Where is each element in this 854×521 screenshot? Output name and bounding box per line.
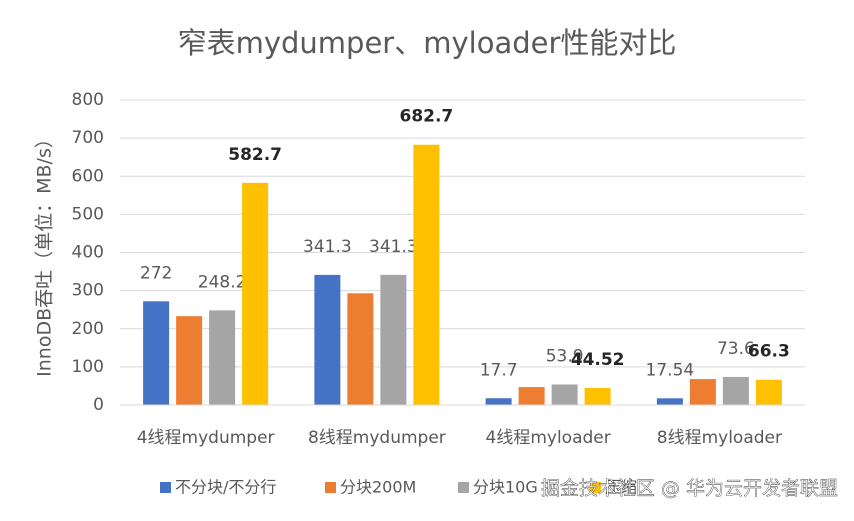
x-tick-label: 4线程mydumper (137, 428, 275, 448)
y-tick-label: 800 (72, 90, 104, 110)
bar (551, 384, 578, 405)
data-label: 272 (140, 263, 172, 283)
y-tick-label: 600 (72, 166, 104, 186)
bar (722, 376, 749, 405)
legend-swatch (590, 482, 601, 493)
data-label: 682.7 (399, 107, 453, 127)
chart-title: 窄表mydumper、myloader性能对比 (178, 26, 677, 60)
legend-swatch (325, 482, 336, 493)
bar (347, 293, 374, 405)
data-label: 341.3 (303, 237, 352, 257)
x-tick-label: 4线程myloader (486, 428, 611, 448)
bar (143, 301, 170, 405)
legend-swatch (458, 482, 469, 493)
legend-label: 分块10G (473, 478, 538, 497)
bar (413, 144, 440, 405)
data-label: 73.6 (717, 339, 755, 359)
data-label: 582.7 (228, 145, 282, 165)
data-label: 53.9 (546, 346, 584, 366)
y-tick-label: 500 (72, 204, 104, 224)
bar (656, 398, 683, 405)
legend-label: 压缩 (605, 478, 637, 497)
bar (242, 182, 269, 405)
data-label: 341.3 (369, 237, 418, 257)
bar (518, 387, 545, 405)
legend-label: 不分块/不分行 (175, 478, 276, 497)
y-axis-title: InnoDB吞吐（单位：MB/s） (34, 129, 56, 377)
data-label: 17.54 (646, 360, 695, 380)
y-tick-label: 200 (72, 319, 104, 339)
legend-label: 分块200M (340, 478, 416, 497)
data-label: 44.52 (571, 350, 625, 370)
y-tick-label: 0 (93, 395, 104, 415)
x-tick-label: 8线程mydumper (308, 428, 446, 448)
data-label: 248.2 (198, 272, 247, 292)
bar (209, 310, 236, 405)
y-tick-label: 700 (72, 128, 104, 148)
bar (755, 379, 782, 405)
y-tick-label: 300 (72, 281, 104, 301)
legend-swatch (160, 482, 171, 493)
bar (689, 379, 716, 405)
y-tick-label: 400 (72, 243, 104, 263)
data-label: 66.3 (748, 342, 790, 362)
bar (485, 398, 512, 405)
y-tick-label: 100 (72, 357, 104, 377)
data-label: 17.7 (480, 360, 518, 380)
bar (380, 274, 407, 405)
x-tick-label: 8线程myloader (657, 428, 782, 448)
watermark: 掘金技术社区 @ 华为云开发者联盟 (541, 478, 838, 500)
bar (584, 388, 611, 405)
bar (314, 274, 341, 405)
bar (176, 316, 203, 405)
